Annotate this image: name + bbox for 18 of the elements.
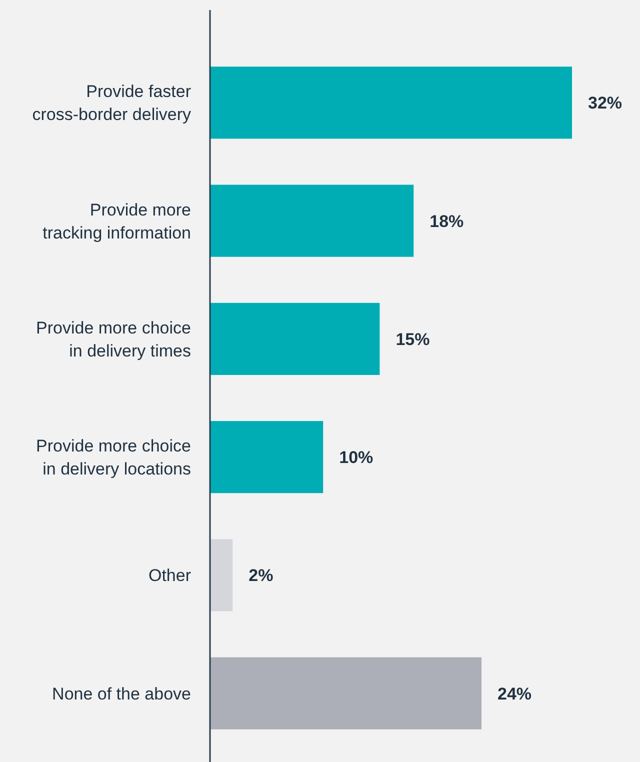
data-label: 24% bbox=[498, 684, 532, 704]
y-tick-label: None of the above bbox=[52, 684, 191, 704]
y-tick-label: Other bbox=[148, 566, 192, 586]
data-label: 15% bbox=[396, 330, 430, 349]
y-tick-label: Provide more choice in delivery times bbox=[36, 318, 191, 360]
bar bbox=[210, 302, 380, 375]
bar bbox=[210, 66, 572, 139]
y-tick-label: Provide more tracking information bbox=[42, 200, 191, 242]
bar bbox=[210, 421, 324, 494]
bar bbox=[210, 657, 482, 730]
y-tick-label: Provide faster cross-border delivery bbox=[32, 82, 192, 124]
data-label: 10% bbox=[339, 448, 374, 468]
data-label: 32% bbox=[588, 94, 622, 113]
bar bbox=[210, 184, 414, 257]
y-tick-label: Provide more choice in delivery locations bbox=[36, 436, 191, 479]
data-label: 18% bbox=[430, 212, 464, 231]
data-label: 2% bbox=[248, 566, 274, 586]
bar bbox=[210, 539, 233, 612]
